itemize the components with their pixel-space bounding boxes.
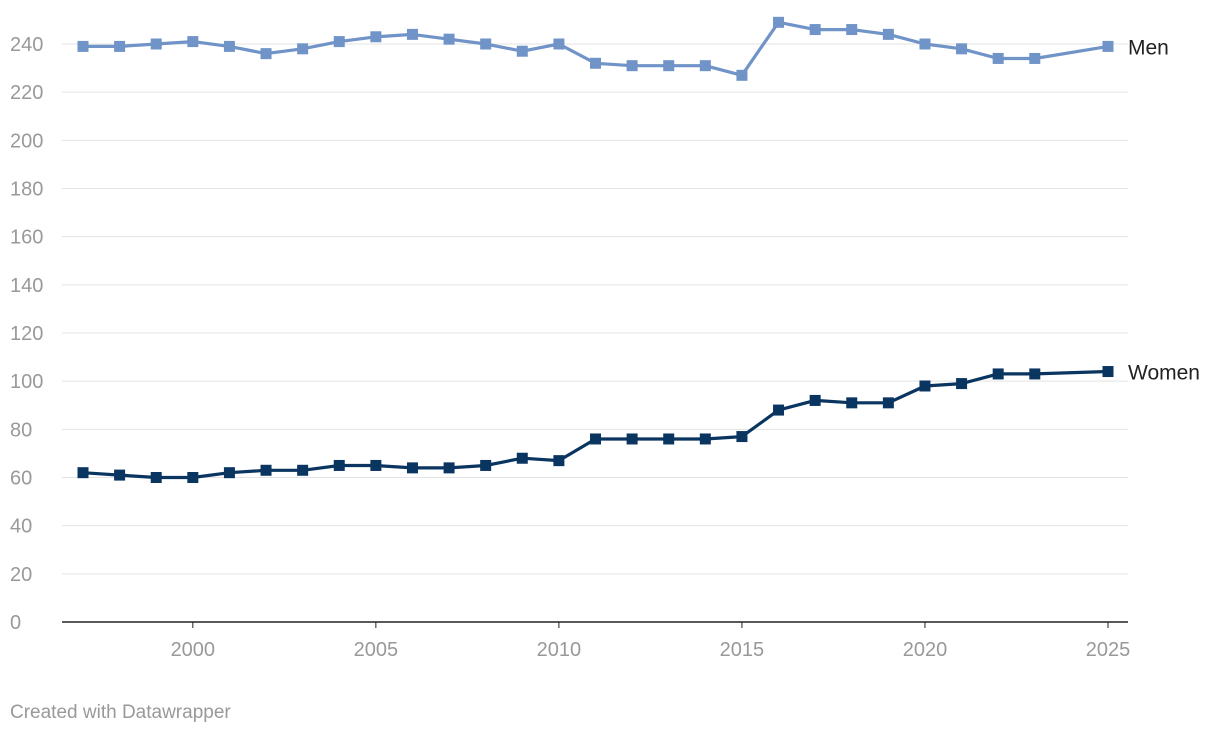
series-labels: Men Women — [1128, 36, 1200, 384]
credit-text: Created with Datawrapper — [10, 702, 231, 723]
data-point-men — [773, 16, 785, 28]
x-tick-label: 2000 — [171, 639, 216, 661]
y-tick-label: 20 — [10, 564, 32, 586]
data-point-men — [480, 38, 492, 50]
series-group — [77, 16, 1114, 483]
series-men — [77, 16, 1114, 81]
y-tick-label: 120 — [10, 323, 43, 345]
y-tick-label: 100 — [10, 371, 43, 393]
data-point-women — [919, 380, 931, 392]
data-point-women — [223, 467, 235, 479]
grid-lines — [62, 43, 1128, 623]
x-tick-label: 2015 — [720, 639, 765, 661]
data-point-men — [516, 45, 528, 57]
data-point-men — [736, 69, 748, 81]
y-tick-label: 180 — [10, 179, 43, 201]
y-tick-label: 220 — [10, 82, 43, 104]
y-tick-label: 160 — [10, 227, 43, 249]
data-point-men — [846, 24, 858, 36]
data-point-men — [992, 52, 1004, 64]
data-point-women — [663, 433, 675, 445]
data-point-men — [77, 40, 89, 52]
y-axis-tick-labels: 0 20 40 60 80 100 120 140 160 180 200 220 240 — [10, 34, 43, 634]
series-label-women: Women — [1128, 362, 1200, 385]
data-point-women — [553, 455, 565, 467]
data-point-men — [223, 40, 235, 52]
series-line-women — [81, 369, 1110, 480]
data-point-women — [882, 397, 894, 409]
data-point-women — [590, 433, 601, 445]
data-point-men — [809, 24, 821, 36]
x-tick-label: 2020 — [903, 639, 948, 661]
x-axis-tick-labels: 2000 2005 2010 2015 2020 2025 — [171, 622, 1131, 661]
data-point-women — [406, 462, 418, 474]
y-tick-label: 40 — [10, 516, 32, 538]
data-point-men — [187, 36, 199, 48]
data-point-women — [1102, 366, 1114, 378]
data-point-women — [992, 368, 1004, 380]
y-tick-label: 240 — [10, 34, 43, 56]
series-women — [77, 366, 1114, 483]
data-point-men — [626, 60, 638, 72]
data-point-men — [590, 57, 601, 69]
data-point-men — [663, 60, 675, 72]
data-point-women — [187, 472, 199, 483]
y-tick-label: 0 — [10, 612, 21, 634]
data-point-men — [919, 38, 931, 50]
data-point-women — [516, 452, 528, 464]
y-tick-label: 140 — [10, 275, 43, 297]
data-point-men — [297, 43, 309, 55]
data-point-men — [333, 36, 345, 48]
data-point-women — [956, 378, 968, 390]
data-point-women — [1029, 368, 1041, 380]
data-point-men — [882, 28, 894, 40]
x-tick-label: 2005 — [354, 639, 399, 661]
data-point-men — [114, 40, 126, 52]
series-line-men — [81, 20, 1110, 77]
data-point-women — [333, 459, 345, 471]
data-point-women — [699, 433, 711, 445]
data-point-women — [114, 469, 126, 481]
data-point-women — [370, 459, 382, 471]
y-tick-label: 200 — [10, 130, 43, 152]
data-point-men — [260, 48, 272, 60]
data-point-men — [1102, 40, 1114, 52]
y-tick-label: 80 — [10, 419, 32, 441]
data-point-women — [736, 431, 748, 443]
data-point-men — [406, 28, 418, 40]
data-point-men — [699, 60, 711, 72]
data-point-men — [1029, 52, 1041, 64]
data-point-women — [809, 394, 821, 406]
data-point-women — [150, 472, 162, 483]
data-point-men — [370, 31, 382, 43]
y-tick-label: 60 — [10, 468, 32, 490]
series-label-men: Men — [1128, 36, 1169, 59]
data-point-women — [773, 404, 785, 416]
data-point-women — [443, 462, 455, 474]
data-point-women — [480, 459, 492, 471]
data-point-women — [297, 464, 309, 476]
data-point-women — [626, 433, 638, 445]
x-tick-label: 2025 — [1086, 639, 1131, 661]
data-point-women — [846, 397, 858, 409]
data-point-men — [443, 33, 455, 45]
data-point-women — [77, 467, 89, 479]
data-point-women — [260, 464, 272, 476]
x-tick-label: 2010 — [537, 639, 582, 661]
data-point-men — [150, 38, 162, 50]
data-point-men — [956, 43, 968, 55]
data-point-men — [553, 38, 565, 50]
